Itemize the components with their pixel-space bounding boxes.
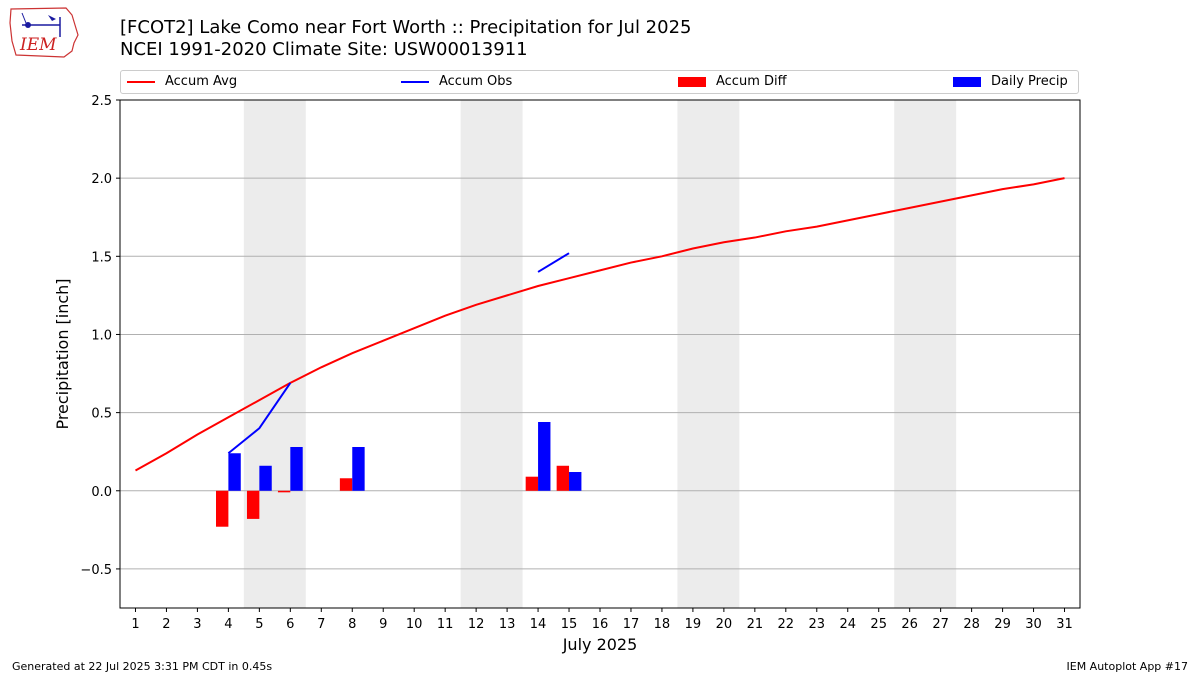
accum-diff-bar <box>246 490 260 519</box>
legend-swatch <box>127 80 155 83</box>
accum-diff-bar <box>525 476 539 491</box>
weekend-shade <box>460 100 523 608</box>
x-tick-label: 11 <box>437 617 454 632</box>
legend-item-accum-avg: Accum Avg <box>127 74 237 89</box>
legend-item-accum-obs: Accum Obs <box>401 74 512 89</box>
accum-obs-line <box>537 252 570 273</box>
accum-diff-bar <box>339 478 353 491</box>
x-tick-label: 22 <box>778 617 795 632</box>
chart-subtitle: NCEI 1991-2020 Climate Site: USW00013911 <box>120 39 528 60</box>
svg-text:IEM: IEM <box>19 35 57 55</box>
x-tick-label: 10 <box>406 617 423 632</box>
y-tick-label: 1.5 <box>91 250 112 265</box>
legend-swatch <box>401 80 429 83</box>
x-tick-label: 20 <box>716 617 733 632</box>
legend: Accum Avg Accum Obs Accum Diff Daily Pre… <box>120 70 1079 94</box>
x-tick-label: 25 <box>870 617 887 632</box>
accum-obs-line <box>227 382 292 455</box>
x-tick-label: 1 <box>131 617 139 632</box>
daily-precip-bar <box>290 447 303 491</box>
x-tick-label: 24 <box>839 617 856 632</box>
footer-generated: Generated at 22 Jul 2025 3:31 PM CDT in … <box>12 660 273 673</box>
daily-precip-bar <box>228 453 241 491</box>
legend-label: Accum Obs <box>439 74 513 89</box>
x-tick-label: 28 <box>963 617 980 632</box>
weekend-shade <box>894 100 957 608</box>
daily-precip-bar <box>352 447 365 491</box>
accum-avg-line <box>134 177 1065 472</box>
x-tick-label: 23 <box>809 617 826 632</box>
legend-swatch <box>953 76 981 87</box>
x-tick-label: 31 <box>1056 617 1073 632</box>
daily-precip-bar <box>259 465 272 491</box>
x-tick-label: 7 <box>317 617 325 632</box>
x-tick-label: 27 <box>932 617 949 632</box>
x-tick-label: 8 <box>348 617 356 632</box>
y-tick-label: 0.0 <box>91 485 112 500</box>
x-tick-label: 18 <box>654 617 671 632</box>
legend-label: Daily Precip <box>991 74 1068 89</box>
x-axis-label: July 2025 <box>562 635 638 654</box>
x-tick-label: 4 <box>224 617 232 632</box>
legend-item-daily-precip: Daily Precip <box>953 74 1068 89</box>
x-tick-label: 16 <box>592 617 609 632</box>
y-tick-label: 1.0 <box>91 328 112 343</box>
x-tick-label: 6 <box>286 617 294 632</box>
x-tick-label: 29 <box>994 617 1011 632</box>
accum-diff-bar <box>277 490 291 493</box>
x-tick-label: 3 <box>193 617 201 632</box>
x-tick-label: 12 <box>468 617 485 632</box>
iem-logo-icon: IEM <box>9 7 79 58</box>
x-tick-label: 15 <box>561 617 578 632</box>
y-tick-label: 2.0 <box>91 172 112 187</box>
x-tick-label: 17 <box>623 617 640 632</box>
x-tick-label: 5 <box>255 617 263 632</box>
x-tick-label: 9 <box>379 617 387 632</box>
x-tick-label: 21 <box>747 617 764 632</box>
footer-app: IEM Autoplot App #17 <box>1066 660 1189 673</box>
x-tick-label: 14 <box>530 617 547 632</box>
x-tick-label: 13 <box>499 617 516 632</box>
chart-title: [FCOT2] Lake Como near Fort Worth :: Pre… <box>120 17 692 38</box>
weekend-shade <box>243 100 306 608</box>
y-tick-label: 0.5 <box>91 407 112 422</box>
x-tick-label: 30 <box>1025 617 1042 632</box>
legend-label: Accum Diff <box>716 74 787 89</box>
x-tick-label: 2 <box>162 617 170 632</box>
legend-item-accum-diff: Accum Diff <box>678 74 787 89</box>
y-axis-label: Precipitation [inch] <box>53 278 72 429</box>
y-tick-label: 2.5 <box>91 94 112 109</box>
daily-precip-bar <box>538 421 551 491</box>
plot-frame <box>119 99 1081 609</box>
accum-diff-bar <box>216 490 229 527</box>
x-tick-label: 19 <box>685 617 702 632</box>
legend-label: Accum Avg <box>165 74 238 89</box>
accum-diff-bar <box>556 465 570 491</box>
daily-precip-bar <box>569 472 582 491</box>
legend-swatch <box>678 76 706 87</box>
y-tick-label: −0.5 <box>80 563 112 578</box>
x-tick-label: 26 <box>901 617 918 632</box>
weekend-shade <box>677 100 740 608</box>
